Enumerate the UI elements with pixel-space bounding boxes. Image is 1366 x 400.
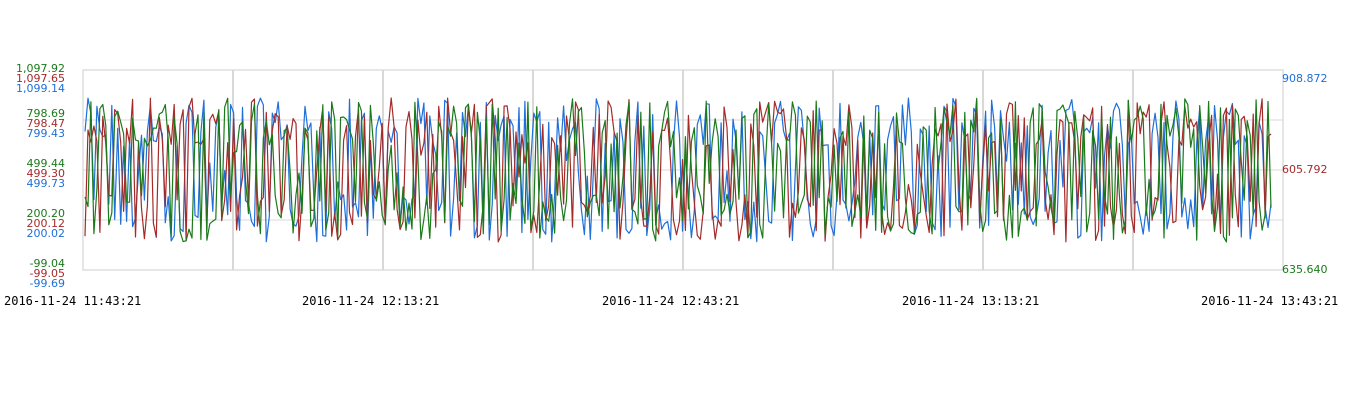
- right-tick-label: 605.792: [1282, 163, 1328, 176]
- left-tick-label: -99.69: [30, 277, 65, 290]
- x-tick-label: 2016-11-24 13:43:21: [1201, 294, 1338, 308]
- right-axis: 908.872 605.792 635.640: [1282, 72, 1328, 276]
- left-tick-label: 200.02: [27, 227, 66, 240]
- left-tick-label: -99.05: [30, 267, 65, 280]
- series-line-2: [84, 97, 1272, 243]
- x-tick-label: 2016-11-24 13:13:21: [902, 294, 1039, 308]
- left-tick-label: 200.12: [27, 217, 66, 230]
- left-tick-label: 200.20: [27, 207, 66, 220]
- left-tick-label: 1,097.92: [16, 62, 65, 75]
- left-tick-label: 798.47: [27, 117, 66, 130]
- left-axis: 1,097.921,097.651,099.14 798.69798.47799.…: [16, 62, 65, 290]
- x-tick-label: 2016-11-24 12:43:21: [602, 294, 739, 308]
- left-tick-label: 499.44: [27, 157, 66, 170]
- left-tick-label: 499.73: [27, 177, 66, 190]
- left-tick-label: 799.43: [27, 127, 66, 140]
- left-tick-label: 1,097.65: [16, 72, 65, 85]
- series-group: [84, 97, 1272, 243]
- left-tick-label: -99.04: [30, 257, 65, 270]
- right-tick-label: 908.872: [1282, 72, 1328, 85]
- left-tick-label: 798.69: [27, 107, 66, 120]
- x-tick-label: 2016-11-24 12:13:21: [302, 294, 439, 308]
- series-line-1: [84, 97, 1272, 243]
- x-tick-label: 2016-11-24 11:43:21: [4, 294, 141, 308]
- left-tick-label: 1,099.14: [16, 82, 65, 95]
- x-axis: 2016-11-24 11:43:21 2016-11-24 12:13:21 20…: [4, 294, 1338, 308]
- right-tick-label: 635.640: [1282, 263, 1328, 276]
- left-tick-label: 499.30: [27, 167, 66, 180]
- series-line-3: [84, 97, 1272, 243]
